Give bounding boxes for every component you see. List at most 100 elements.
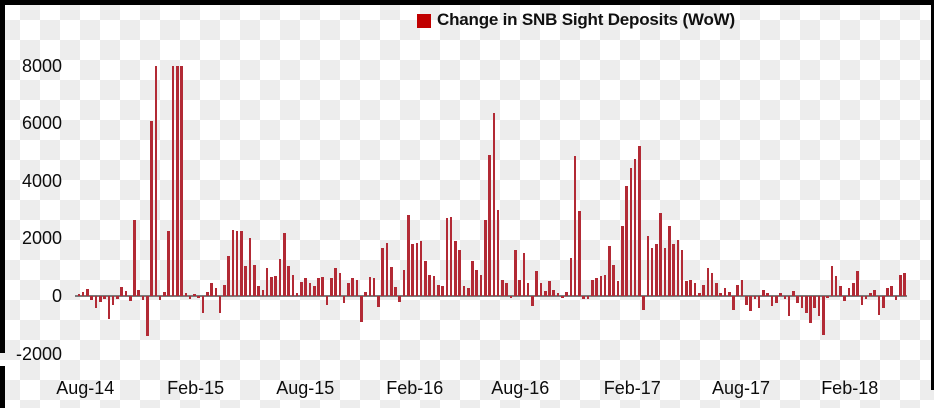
plot-area [75,50,907,350]
bar [98,296,102,303]
bar [317,277,320,296]
y-tick-label: 6000 [21,113,62,134]
bar [638,146,641,296]
bar [689,279,692,296]
bar [792,291,795,296]
bar [552,289,556,296]
bar [539,283,543,296]
bar [869,292,872,296]
bar [531,296,534,307]
bar [214,288,218,296]
bar [454,241,457,296]
y-axis: 8000 6000 4000 2000 0 -2000 [0,0,62,408]
bar [466,287,470,296]
bar [856,271,859,296]
legend: Change in SNB Sight Deposits (WoW) [417,10,735,30]
bar [787,296,791,317]
bar [599,276,603,296]
zero-axis-line [75,295,907,297]
bar [586,296,590,300]
border-top [0,0,934,5]
bar [377,296,380,307]
bar [287,266,290,296]
bar [873,289,876,296]
bar [128,296,132,301]
bar [770,296,774,307]
bar [839,286,842,296]
bar [300,281,303,296]
legend-label: Change in SNB Sight Deposits (WoW) [437,10,735,29]
bar [458,249,461,296]
bar [415,242,419,296]
border-left-lower [0,366,5,408]
bar [270,276,273,296]
bar [407,215,410,296]
bar [282,232,286,296]
bar [680,249,684,296]
border-left [0,0,5,353]
bar [693,283,697,296]
bar [860,296,864,305]
bar [398,296,402,302]
bar [265,268,269,296]
bar [796,296,799,303]
bar [830,266,834,296]
bar [197,296,200,299]
bar [223,285,226,296]
bar [231,229,235,296]
bar [578,211,581,296]
bar [449,216,453,296]
bar [248,237,252,296]
bar [745,296,748,305]
bar [518,279,521,296]
bar [591,279,594,296]
bar [184,292,188,296]
bar [372,278,376,296]
bar [103,296,106,300]
bar [851,283,855,296]
bar [663,247,667,296]
bar [526,283,530,296]
y-tick-label: 8000 [21,55,62,76]
x-tick-label: Aug-14 [56,378,115,398]
bar [351,277,354,296]
bar [278,259,282,296]
bar [338,273,342,296]
bar [274,275,277,296]
bar [612,264,615,296]
x-tick-label: Feb-16 [386,378,444,398]
bar [176,65,179,296]
x-tick-label: Aug-15 [276,378,335,398]
border-right [931,0,934,390]
bar [894,296,898,301]
bar [321,276,325,296]
bar [381,248,384,296]
bar [556,292,560,296]
bar [411,244,414,296]
bar [903,272,906,296]
x-axis: Aug-14 Feb-15 Aug-15 Feb-16 Aug-16 Feb-17 Aug-… [0,376,934,402]
bar [492,113,496,296]
bar [719,293,722,296]
bar [325,296,329,305]
x-tick-label: Feb-18 [821,378,879,398]
bar [766,293,769,296]
bar [843,296,847,302]
bar [672,244,675,296]
bar [218,296,222,313]
bar [548,281,551,296]
bar [543,291,547,296]
bar [595,278,598,296]
bar [424,261,427,296]
bar [94,296,98,309]
bar [308,283,312,296]
bar [205,291,209,296]
bar [697,292,701,296]
bar [890,286,894,296]
x-tick-label: Aug-16 [491,378,550,398]
y-tick-label: 2000 [21,228,62,249]
x-tick-label: Feb-15 [167,378,225,398]
bar [394,286,397,296]
bar [330,278,333,296]
bar [120,287,123,296]
